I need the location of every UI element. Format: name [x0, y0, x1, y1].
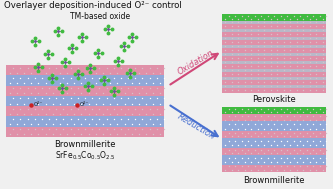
Bar	[222, 107, 326, 114]
Bar	[222, 138, 326, 148]
Bar	[222, 32, 326, 37]
Bar	[6, 75, 164, 86]
Bar	[222, 121, 326, 131]
Bar	[222, 80, 326, 85]
Bar	[222, 77, 326, 80]
Bar	[222, 114, 326, 121]
Bar	[222, 37, 326, 40]
Bar	[6, 106, 164, 116]
Text: Brownmillerite: Brownmillerite	[54, 140, 116, 149]
Text: Oxidation: Oxidation	[176, 48, 216, 76]
Bar	[222, 88, 326, 93]
Bar	[222, 64, 326, 69]
Bar	[222, 29, 326, 32]
Bar	[222, 61, 326, 64]
Bar	[222, 21, 326, 24]
Bar	[222, 56, 326, 61]
Bar	[222, 14, 326, 21]
Text: O²⁻: O²⁻	[34, 102, 43, 108]
Bar	[222, 24, 326, 29]
Bar	[222, 155, 326, 165]
Bar	[6, 86, 164, 96]
Bar	[222, 48, 326, 53]
Text: Reduction: Reduction	[175, 112, 216, 142]
Bar	[6, 65, 164, 75]
Text: TM-based oxide: TM-based oxide	[70, 12, 130, 21]
Text: Perovskite: Perovskite	[252, 95, 296, 104]
Bar	[6, 127, 164, 137]
Bar	[6, 116, 164, 127]
Bar	[222, 53, 326, 56]
Bar	[222, 85, 326, 88]
Text: O²⁻: O²⁻	[80, 102, 89, 108]
Text: SrFe$_{0.5}$Co$_{0.5}$O$_{2.5}$: SrFe$_{0.5}$Co$_{0.5}$O$_{2.5}$	[55, 149, 115, 161]
Bar	[222, 165, 326, 172]
Bar	[222, 131, 326, 138]
Bar	[222, 72, 326, 77]
Bar	[222, 69, 326, 72]
Bar	[222, 40, 326, 45]
Text: Overlayer deposition-induced O²⁻ control: Overlayer deposition-induced O²⁻ control	[4, 1, 182, 10]
Bar	[6, 96, 164, 106]
Text: Brownmillerite: Brownmillerite	[243, 176, 305, 185]
Bar	[222, 148, 326, 155]
Bar	[222, 45, 326, 48]
